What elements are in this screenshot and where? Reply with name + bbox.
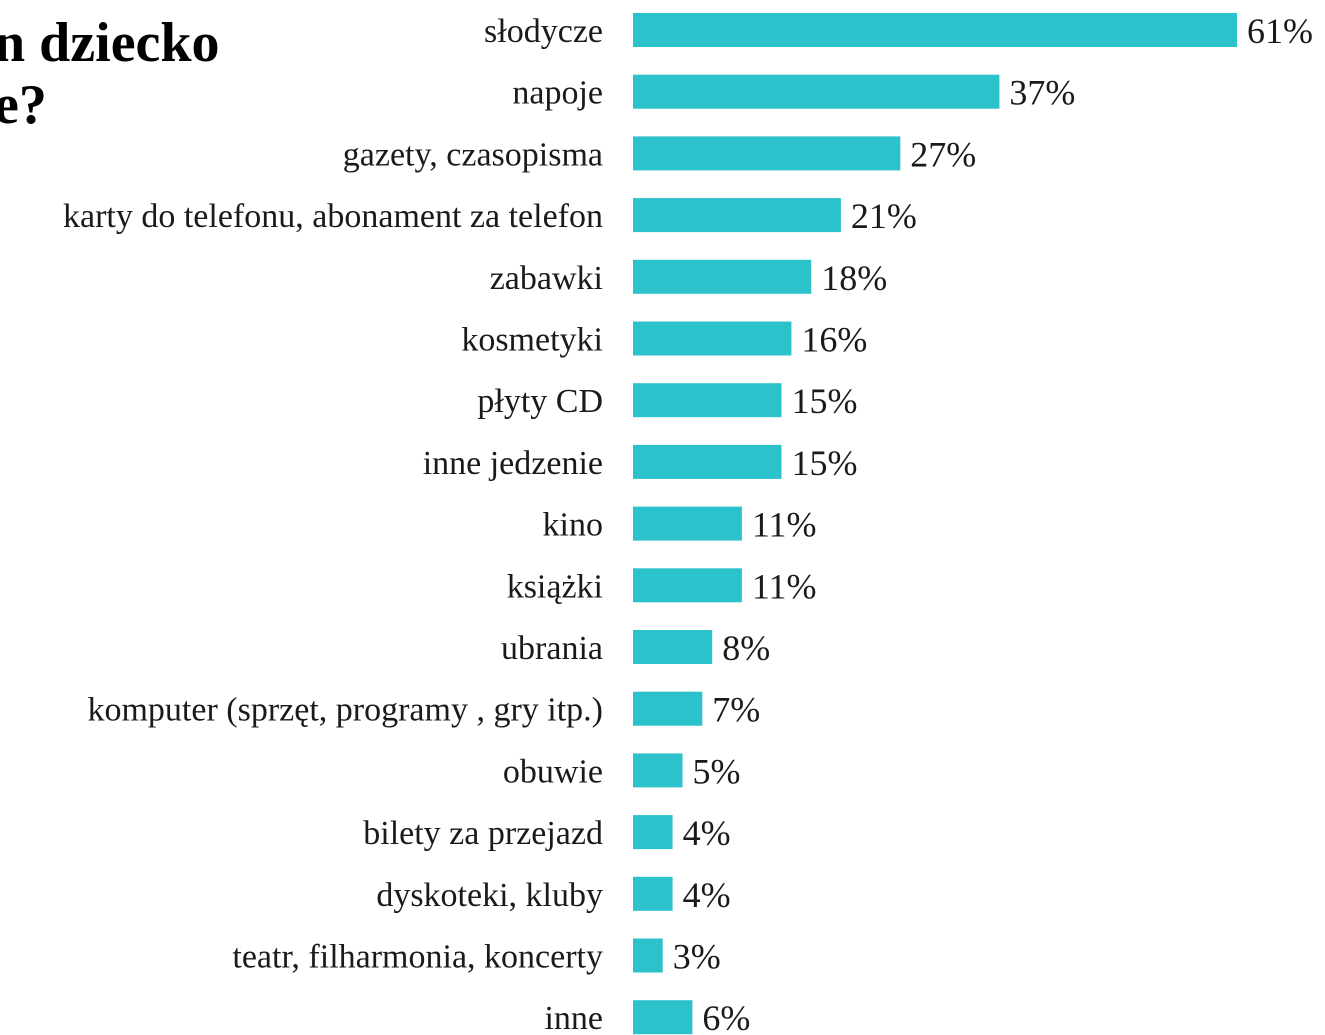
value-labels-group: 61% 37% 27% 21% 18% 16% 15% 15% 11% 11% 8% 7% 5% 4% 4%…	[673, 11, 1313, 1035]
value-label-7: 15%	[792, 443, 858, 483]
category-label-13: bilety za przejazd	[363, 815, 603, 852]
bar-10	[633, 630, 713, 664]
value-label-16: 6%	[702, 998, 750, 1035]
bar-8	[633, 506, 742, 541]
bar-7	[633, 444, 782, 479]
category-label-0: słodycze	[484, 13, 603, 50]
bar-6	[633, 383, 782, 418]
category-label-10: ubrania	[501, 630, 603, 667]
category-label-15: teatr, filharmonia, koncerty	[232, 939, 603, 976]
value-label-14: 4%	[683, 875, 731, 915]
value-label-6: 15%	[792, 381, 858, 421]
category-label-11: komputer (sprzęt, programy , gry itp.)	[87, 692, 603, 729]
bar-3	[633, 198, 841, 233]
chart-title-line-2: e?	[0, 74, 47, 136]
category-label-9: książki	[507, 568, 603, 605]
value-label-12: 5%	[693, 751, 741, 791]
value-label-3: 21%	[851, 196, 917, 236]
bar-0	[633, 13, 1237, 47]
category-label-8: kino	[543, 507, 603, 544]
value-label-15: 3%	[673, 937, 721, 977]
value-label-8: 11%	[752, 505, 817, 545]
chart-title-line-1: n dziecko	[0, 12, 220, 74]
bar-16	[633, 1000, 693, 1035]
value-label-13: 4%	[683, 813, 731, 853]
bar-1	[633, 74, 1000, 109]
value-label-11: 7%	[712, 690, 760, 730]
category-labels-group: słodycze napoje gazety, czasopisma karty do…	[63, 13, 603, 1035]
category-label-12: obuwie	[503, 753, 603, 790]
bar-4	[633, 259, 812, 294]
value-label-10: 8%	[722, 628, 770, 668]
value-label-9: 11%	[752, 566, 817, 606]
bar-5	[633, 321, 792, 356]
value-label-4: 18%	[821, 258, 887, 298]
category-label-3: karty do telefonu, abonament za telefon	[63, 198, 603, 235]
value-label-1: 37%	[1009, 73, 1075, 113]
bar-15	[633, 938, 663, 973]
bar-13	[633, 815, 673, 850]
bar-12	[633, 753, 683, 788]
category-label-7: inne jedzenie	[423, 445, 603, 482]
category-label-2: gazety, czasopisma	[343, 136, 603, 173]
value-label-5: 16%	[801, 320, 867, 360]
category-label-6: płyty CD	[477, 383, 603, 420]
category-label-16: inne	[544, 1000, 603, 1035]
bar-2	[633, 136, 901, 171]
category-label-4: zabawki	[490, 260, 603, 297]
category-label-14: dyskoteki, kluby	[376, 877, 603, 914]
chart-title-fragment: n dziecko e?	[0, 12, 220, 136]
category-label-5: kosmetyki	[461, 322, 603, 359]
bar-14	[633, 876, 673, 911]
bars-group	[633, 13, 1237, 1035]
value-label-0: 61%	[1247, 11, 1313, 51]
value-label-2: 27%	[910, 134, 976, 174]
bar-9	[633, 568, 742, 603]
bar-11	[633, 691, 703, 726]
category-label-1: napoje	[512, 75, 603, 112]
